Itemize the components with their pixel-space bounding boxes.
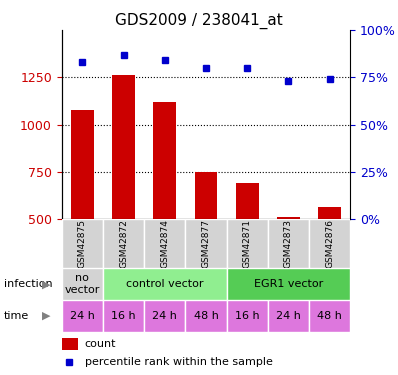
Text: ▶: ▶: [42, 311, 50, 321]
Text: 48 h: 48 h: [317, 311, 342, 321]
Bar: [144, 219, 185, 268]
Bar: [268, 300, 309, 332]
Text: time: time: [4, 311, 29, 321]
Text: GSM42873: GSM42873: [284, 219, 293, 268]
Bar: [195, 172, 217, 219]
Text: 16 h: 16 h: [111, 311, 136, 321]
Text: ▶: ▶: [42, 279, 50, 289]
Bar: [103, 300, 144, 332]
Text: 24 h: 24 h: [276, 311, 301, 321]
Bar: [226, 268, 350, 300]
Text: GSM42872: GSM42872: [119, 219, 128, 268]
Text: 16 h: 16 h: [235, 311, 259, 321]
Bar: [62, 268, 103, 300]
Text: GSM42877: GSM42877: [201, 219, 211, 268]
Text: 48 h: 48 h: [193, 311, 219, 321]
Bar: [185, 219, 226, 268]
Bar: [71, 111, 94, 219]
Text: no
vector: no vector: [64, 273, 100, 295]
Bar: [268, 219, 309, 268]
Bar: [62, 300, 103, 332]
Text: GSM42871: GSM42871: [243, 219, 252, 268]
Text: GDS2009 / 238041_at: GDS2009 / 238041_at: [115, 13, 283, 29]
Text: percentile rank within the sample: percentile rank within the sample: [85, 357, 273, 367]
Text: GSM42876: GSM42876: [325, 219, 334, 268]
Text: infection: infection: [4, 279, 53, 289]
Bar: [185, 300, 226, 332]
Text: 24 h: 24 h: [152, 311, 177, 321]
Bar: [153, 102, 176, 219]
Bar: [103, 219, 144, 268]
Bar: [103, 268, 226, 300]
Bar: [277, 217, 300, 219]
Text: GSM42875: GSM42875: [78, 219, 87, 268]
Bar: [62, 219, 103, 268]
Bar: [226, 300, 268, 332]
Bar: [144, 300, 185, 332]
Bar: [309, 219, 350, 268]
Bar: [236, 183, 259, 219]
Bar: [62, 338, 78, 350]
Text: 24 h: 24 h: [70, 311, 95, 321]
Bar: [318, 207, 341, 219]
Text: control vector: control vector: [126, 279, 203, 289]
Text: EGR1 vector: EGR1 vector: [254, 279, 323, 289]
Text: GSM42874: GSM42874: [160, 219, 169, 268]
Bar: [112, 75, 135, 219]
Text: count: count: [85, 339, 116, 349]
Bar: [309, 300, 350, 332]
Bar: [226, 219, 268, 268]
